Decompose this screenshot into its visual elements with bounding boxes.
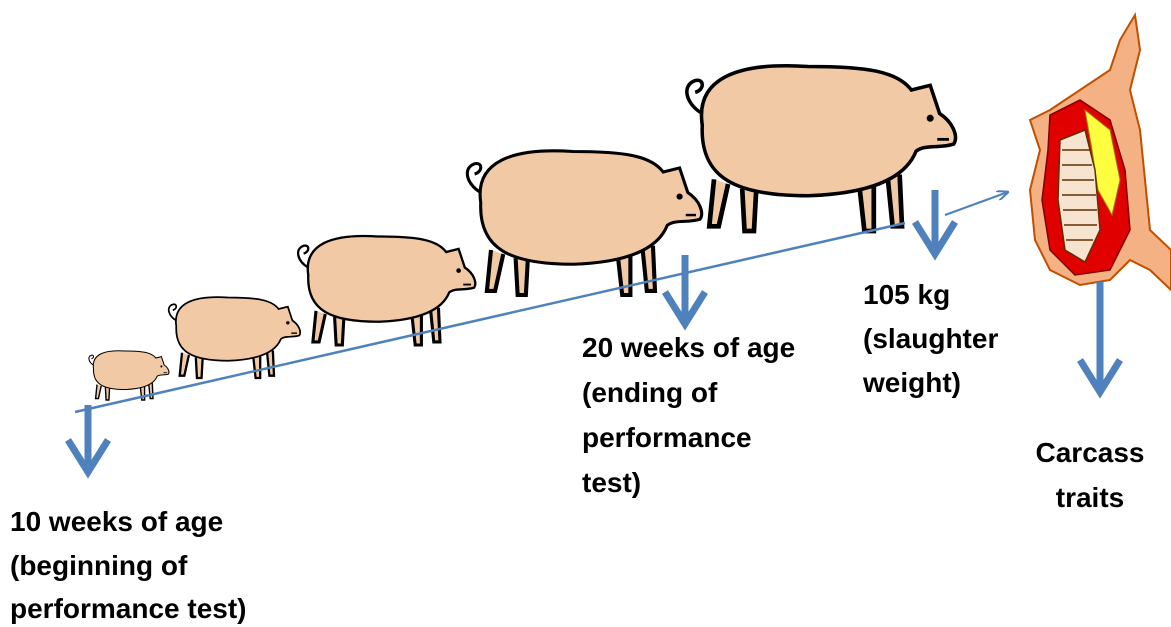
- label-line: traits: [1056, 482, 1124, 513]
- pig: [467, 151, 701, 295]
- carcass-illustration: [1030, 15, 1171, 290]
- pig-illustrations: [89, 66, 956, 400]
- diagram: 10 weeks of age (beginning of performanc…: [0, 0, 1171, 627]
- label-line: (beginning of: [10, 550, 188, 581]
- label-line: weight): [862, 367, 961, 398]
- page: 10 weeks of age (beginning of performanc…: [0, 0, 1171, 627]
- label-line: (slaughter: [863, 323, 998, 354]
- pig: [687, 66, 956, 231]
- label-line: (ending of: [582, 377, 718, 408]
- label-line: Carcass: [1036, 437, 1145, 468]
- label-line: performance test): [10, 593, 247, 624]
- to-slaughter-arrow: [945, 192, 1008, 215]
- label-line: 105 kg: [863, 279, 950, 310]
- label-line: performance: [582, 422, 752, 453]
- label-line: 20 weeks of age: [582, 332, 795, 363]
- label-line: 10 weeks of age: [10, 506, 223, 537]
- pig: [298, 236, 475, 345]
- label-line: test): [582, 467, 641, 498]
